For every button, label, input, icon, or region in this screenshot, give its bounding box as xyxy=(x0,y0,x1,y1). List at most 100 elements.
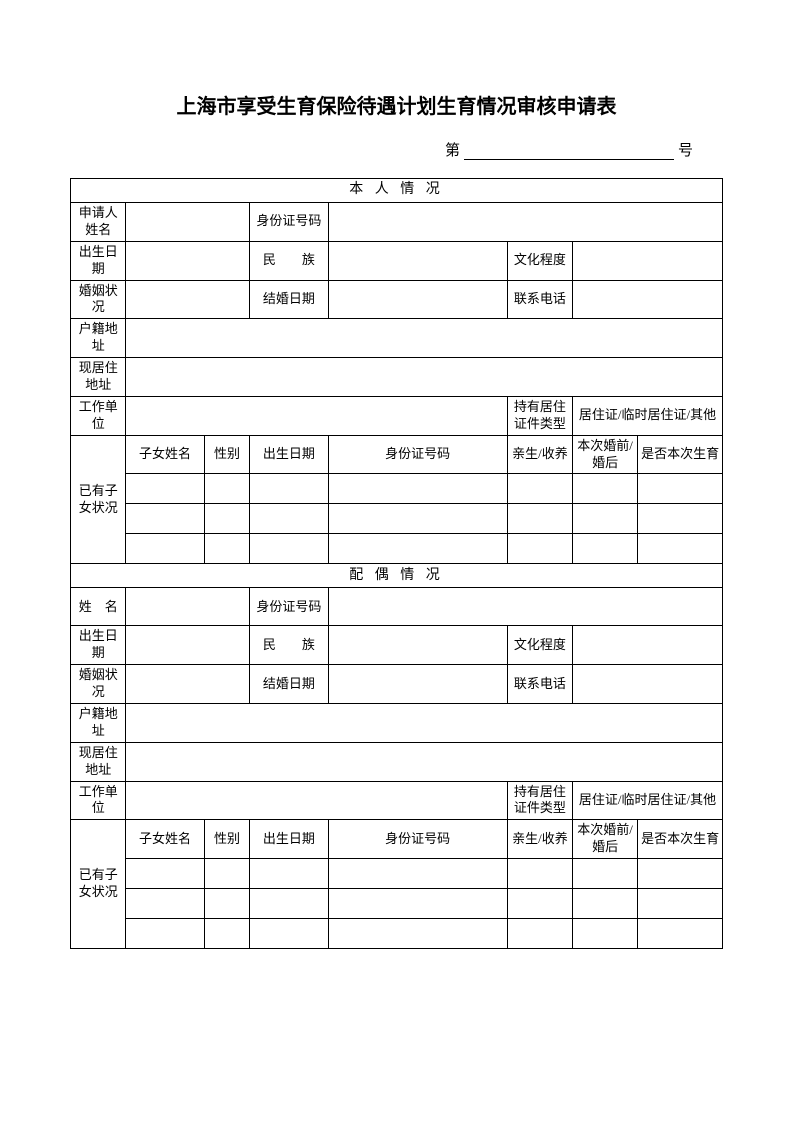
field-child-name-3[interactable] xyxy=(126,534,204,564)
label-phone: 联系电话 xyxy=(507,280,572,319)
label-marriage-date: 结婚日期 xyxy=(250,280,328,319)
field-education[interactable] xyxy=(572,241,722,280)
field-hukou-address[interactable] xyxy=(126,319,723,358)
field-phone[interactable] xyxy=(572,280,722,319)
field-spouse-child-name-2[interactable] xyxy=(126,889,204,919)
field-gender-1[interactable] xyxy=(204,474,250,504)
field-spouse-child-birth-2[interactable] xyxy=(250,889,328,919)
field-spouse-residence-address[interactable] xyxy=(126,742,723,781)
field-spouse-child-id-2[interactable] xyxy=(328,889,507,919)
field-child-birth-3[interactable] xyxy=(250,534,328,564)
field-child-id-1[interactable] xyxy=(328,474,507,504)
application-table: 本 人 情 况 申请人姓名 身份证号码 出生日期 民 族 文化程度 婚姻状况 结… xyxy=(70,178,723,949)
field-residence-cert-options[interactable]: 居住证/临时居住证/其他 xyxy=(572,396,722,435)
label-spouse-marital-status: 婚姻状况 xyxy=(71,665,126,704)
label-spouse-marriage-date: 结婚日期 xyxy=(250,665,328,704)
field-marriage-timing-1[interactable] xyxy=(572,474,637,504)
field-spouse-birth-date[interactable] xyxy=(126,626,250,665)
label-education: 文化程度 xyxy=(507,241,572,280)
field-child-id-3[interactable] xyxy=(328,534,507,564)
field-biological-1[interactable] xyxy=(507,474,572,504)
field-child-birth-1[interactable] xyxy=(250,474,328,504)
field-spouse-gender-2[interactable] xyxy=(204,889,250,919)
number-blank[interactable] xyxy=(464,159,674,160)
label-work-unit: 工作单位 xyxy=(71,396,126,435)
field-spouse-biological-1[interactable] xyxy=(507,859,572,889)
label-spouse-is-this-birth: 是否本次生育 xyxy=(638,820,723,859)
field-work-unit[interactable] xyxy=(126,396,507,435)
label-spouse-gender: 性别 xyxy=(204,820,250,859)
label-child-name: 子女姓名 xyxy=(126,435,204,474)
label-spouse-phone: 联系电话 xyxy=(507,665,572,704)
field-biological-2[interactable] xyxy=(507,504,572,534)
label-gender: 性别 xyxy=(204,435,250,474)
field-spouse-child-name-3[interactable] xyxy=(126,919,204,949)
field-child-name-1[interactable] xyxy=(126,474,204,504)
field-spouse-marriage-timing-1[interactable] xyxy=(572,859,637,889)
field-birth-date[interactable] xyxy=(126,241,250,280)
field-spouse-marriage-timing-2[interactable] xyxy=(572,889,637,919)
label-id-number: 身份证号码 xyxy=(250,203,328,242)
field-gender-3[interactable] xyxy=(204,534,250,564)
number-suffix: 号 xyxy=(678,143,693,159)
label-child-birth: 出生日期 xyxy=(250,435,328,474)
field-marriage-timing-2[interactable] xyxy=(572,504,637,534)
field-biological-3[interactable] xyxy=(507,534,572,564)
field-spouse-is-this-birth-3[interactable] xyxy=(638,919,723,949)
field-spouse-biological-2[interactable] xyxy=(507,889,572,919)
field-is-this-birth-3[interactable] xyxy=(638,534,723,564)
field-spouse-marriage-date[interactable] xyxy=(328,665,507,704)
field-is-this-birth-2[interactable] xyxy=(638,504,723,534)
field-spouse-child-birth-1[interactable] xyxy=(250,859,328,889)
field-child-id-2[interactable] xyxy=(328,504,507,534)
field-spouse-hukou-address[interactable] xyxy=(126,704,723,743)
field-marriage-timing-3[interactable] xyxy=(572,534,637,564)
label-spouse-education: 文化程度 xyxy=(507,626,572,665)
field-spouse-biological-3[interactable] xyxy=(507,919,572,949)
form-number-line: 第号 xyxy=(70,139,723,160)
field-marital-status[interactable] xyxy=(126,280,250,319)
field-child-birth-2[interactable] xyxy=(250,504,328,534)
field-spouse-marriage-timing-3[interactable] xyxy=(572,919,637,949)
field-spouse-name[interactable] xyxy=(126,588,250,626)
label-children-status: 已有子女状况 xyxy=(71,435,126,564)
label-residence-address: 现居住地址 xyxy=(71,358,126,397)
field-spouse-education[interactable] xyxy=(572,626,722,665)
label-is-this-birth: 是否本次生育 xyxy=(638,435,723,474)
field-gender-2[interactable] xyxy=(204,504,250,534)
form-title: 上海市享受生育保险待遇计划生育情况审核申请表 xyxy=(70,90,723,119)
field-spouse-is-this-birth-2[interactable] xyxy=(638,889,723,919)
label-spouse-child-id: 身份证号码 xyxy=(328,820,507,859)
field-spouse-child-id-3[interactable] xyxy=(328,919,507,949)
field-spouse-child-id-1[interactable] xyxy=(328,859,507,889)
field-spouse-child-birth-3[interactable] xyxy=(250,919,328,949)
label-hukou-address: 户籍地址 xyxy=(71,319,126,358)
field-marriage-date[interactable] xyxy=(328,280,507,319)
label-spouse-child-name: 子女姓名 xyxy=(126,820,204,859)
field-child-name-2[interactable] xyxy=(126,504,204,534)
label-marriage-timing: 本次婚前/婚后 xyxy=(572,435,637,474)
label-spouse-residence-cert-type: 持有居住证件类型 xyxy=(507,781,572,820)
field-id-number[interactable] xyxy=(328,203,723,242)
label-spouse-child-birth: 出生日期 xyxy=(250,820,328,859)
label-spouse-residence-address: 现居住地址 xyxy=(71,742,126,781)
field-spouse-residence-cert-options[interactable]: 居住证/临时居住证/其他 xyxy=(572,781,722,820)
field-spouse-id-number[interactable] xyxy=(328,588,723,626)
label-spouse-biological: 亲生/收养 xyxy=(507,820,572,859)
field-ethnicity[interactable] xyxy=(328,241,507,280)
label-biological: 亲生/收养 xyxy=(507,435,572,474)
field-spouse-gender-3[interactable] xyxy=(204,919,250,949)
label-applicant-name: 申请人姓名 xyxy=(71,203,126,242)
field-spouse-child-name-1[interactable] xyxy=(126,859,204,889)
field-spouse-phone[interactable] xyxy=(572,665,722,704)
field-applicant-name[interactable] xyxy=(126,203,250,242)
field-is-this-birth-1[interactable] xyxy=(638,474,723,504)
field-spouse-marital-status[interactable] xyxy=(126,665,250,704)
field-spouse-ethnicity[interactable] xyxy=(328,626,507,665)
field-spouse-gender-1[interactable] xyxy=(204,859,250,889)
label-child-id: 身份证号码 xyxy=(328,435,507,474)
label-spouse-children-status: 已有子女状况 xyxy=(71,820,126,949)
field-residence-address[interactable] xyxy=(126,358,723,397)
field-spouse-is-this-birth-1[interactable] xyxy=(638,859,723,889)
field-spouse-work-unit[interactable] xyxy=(126,781,507,820)
